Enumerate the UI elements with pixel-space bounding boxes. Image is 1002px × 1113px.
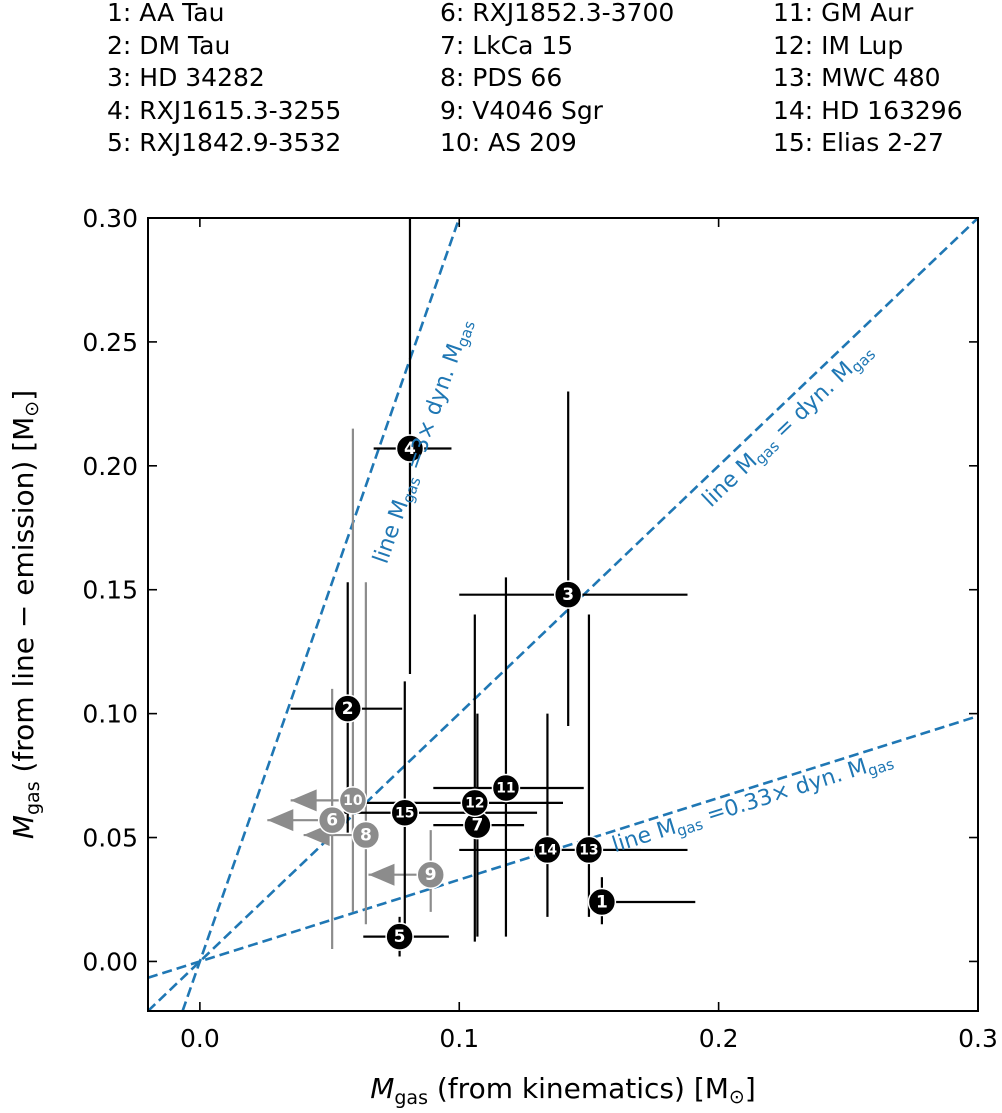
- reference-line-2: [148, 218, 978, 1011]
- marker-9: [416, 860, 445, 889]
- y-tick-label-5: 0.25: [82, 328, 138, 357]
- marker-label-7: 7: [471, 816, 483, 836]
- upper-limit-arrow-6: [267, 809, 294, 832]
- data-point-9: 9: [416, 860, 445, 889]
- marker-label-6: 6: [326, 811, 338, 831]
- y-axis-label: Mgas (from line − emission) [M⊙]: [7, 390, 44, 839]
- data-point-1: 1: [587, 887, 617, 917]
- reference-line-3: [148, 714, 978, 980]
- data-point-13: 13: [574, 835, 604, 865]
- x-tick-label-0: 0.0: [180, 1024, 220, 1053]
- errorbars-15: [342, 681, 538, 937]
- legend-item-6: 6: RXJ1852.3-3700: [440, 0, 675, 27]
- legend-item-5: 5: RXJ1842.9-3532: [107, 128, 342, 157]
- x-tick-label-3: 0.3: [958, 1024, 998, 1053]
- errorbars-13: [531, 614, 688, 917]
- y-tick-label-1: 0.05: [82, 824, 138, 853]
- marker-14: [533, 835, 562, 865]
- legend-item-10: 10: AS 209: [440, 128, 577, 157]
- data-point-6: 6: [317, 805, 347, 835]
- marker-label-14: 14: [538, 842, 558, 858]
- legend-item-13: 13: MWC 480: [773, 63, 941, 92]
- marker-label-2: 2: [342, 699, 354, 719]
- legend-item-7: 7: LkCa 15: [440, 30, 574, 60]
- marker-label-1: 1: [596, 892, 608, 912]
- legend-item-11: 11: GM Aur: [773, 0, 914, 27]
- legend-item-8: 8: PDS 66: [440, 63, 563, 92]
- x-tick-label-1: 0.1: [439, 1024, 479, 1053]
- legend-item-14: 14: HD 163296: [773, 95, 963, 125]
- marker-12: [460, 788, 490, 818]
- marker-3: [553, 580, 583, 609]
- marker-8: [351, 820, 381, 850]
- data-point-10: 10: [338, 786, 368, 815]
- y-tick-label-4: 0.20: [82, 452, 138, 481]
- marker-label-11: 11: [496, 780, 515, 796]
- legend-item-4: 4: RXJ1615.3-3255: [107, 95, 342, 125]
- legend-item-15: 15: Elias 2-27: [773, 128, 944, 157]
- data-point-8: 8: [351, 820, 381, 850]
- marker-10: [338, 786, 368, 815]
- x-axis-label: Mgas (from kinematics) [M⊙]: [370, 1072, 756, 1109]
- legend: 1: AA Tau 2: DM Tau 3: HD 34282 4: RXJ1615.…: [0, 0, 1002, 170]
- marker-15: [390, 798, 420, 827]
- legend-item-9: 9: V4046 Sgr: [440, 95, 603, 125]
- x-tick-label-2: 0.2: [699, 1024, 739, 1053]
- marker-11: [491, 773, 521, 803]
- errorbars-12: [342, 614, 563, 942]
- legend-item-12: 12: IM Lup: [773, 30, 904, 60]
- marker-label-15: 15: [395, 805, 414, 821]
- legend-item-1: 1: AA Tau: [107, 0, 225, 27]
- data-point-14: 14: [533, 835, 562, 865]
- marker-4: [395, 434, 425, 463]
- errorbars-3: [459, 391, 688, 727]
- data-point-12: 12: [460, 788, 490, 818]
- y-tick-label-2: 0.10: [82, 700, 138, 729]
- errorbars-11: [433, 577, 584, 937]
- y-tick-label-3: 0.15: [82, 576, 138, 605]
- y-tick-label-0: 0.00: [82, 947, 138, 976]
- legend-item-2: 2: DM Tau: [107, 30, 231, 60]
- marker-13: [574, 835, 604, 865]
- plot-frame: [147, 217, 979, 1012]
- marker-label-10: 10: [343, 793, 363, 809]
- reference-line-label-3: line Mgas =0.33× dyn. Mgas: [609, 746, 896, 860]
- reference-line-label-2: line Mgas = dyn. Mgas: [698, 339, 880, 514]
- marker-2: [333, 694, 362, 723]
- marker-label-13: 13: [579, 842, 598, 858]
- data-point-11: 11: [491, 773, 521, 803]
- y-tick-label-6: 0.30: [82, 204, 138, 233]
- reference-line-label-1: line Mgas =3× dyn. Mgas: [369, 315, 479, 567]
- marker-label-12: 12: [465, 795, 484, 811]
- data-point-15: 15: [390, 798, 420, 827]
- legend-item-3: 3: HD 34282: [107, 63, 265, 92]
- data-point-3: 3: [553, 580, 583, 609]
- data-point-2: 2: [333, 694, 362, 723]
- axes: line Mgas =3× dyn. Mgas line Mgas = dyn. …: [7, 204, 998, 1109]
- marker-1: [587, 887, 617, 917]
- upper-limit-arrow-9: [368, 863, 395, 886]
- marker-label-8: 8: [360, 826, 372, 846]
- data-point-4: 4: [395, 434, 425, 463]
- data-point-5: 5: [385, 922, 414, 951]
- reference-line-1: [181, 218, 461, 1011]
- marker-label-9: 9: [425, 865, 437, 885]
- marker-label-3: 3: [562, 585, 574, 605]
- marker-6: [317, 805, 347, 835]
- upper-limit-arrow-10: [290, 789, 317, 812]
- marker-label-5: 5: [394, 927, 406, 947]
- marker-5: [385, 922, 414, 951]
- marker-label-4: 4: [404, 439, 416, 459]
